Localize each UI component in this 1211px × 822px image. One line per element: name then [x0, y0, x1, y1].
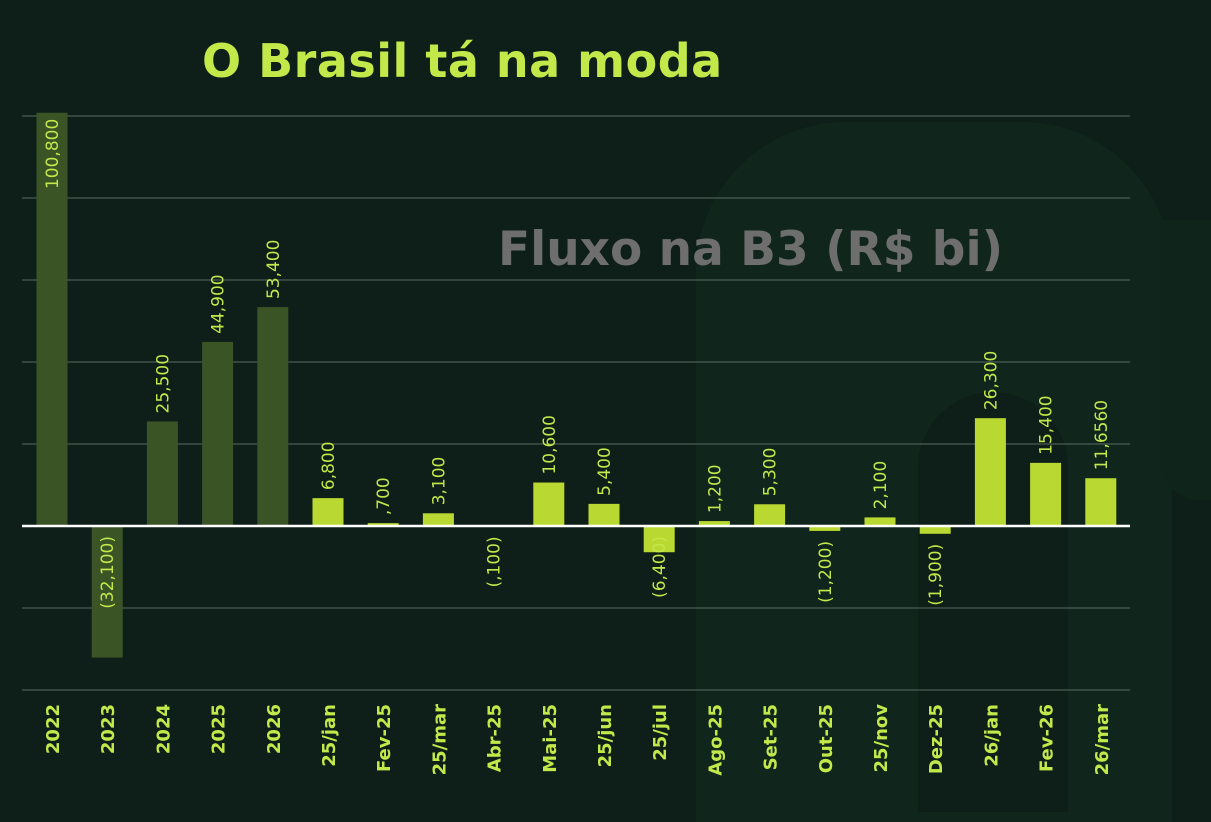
- bar: [146, 421, 178, 526]
- x-tick-label: 26/mar: [1092, 704, 1113, 776]
- value-label: (32,100): [98, 536, 118, 609]
- value-label: 100,800: [43, 119, 63, 189]
- bar: [809, 526, 841, 531]
- value-label: 1,200: [705, 464, 725, 513]
- x-tick-label: 26/jan: [981, 704, 1002, 767]
- x-tick-label: 25/jan: [319, 704, 340, 767]
- value-label: 44,900: [209, 274, 229, 333]
- bar: [1030, 462, 1062, 526]
- grid-lines: [22, 115, 1130, 691]
- bar: [919, 526, 951, 534]
- bar: [36, 112, 68, 526]
- bar-chart: 100,800 (32,100) 25,500 44,900 53,400 6,800 ,7…: [22, 112, 1130, 776]
- x-tick-label: 2023: [98, 704, 119, 754]
- value-label: (6,400): [650, 536, 670, 598]
- bar: [754, 504, 786, 526]
- background-logo-edge: [1160, 220, 1211, 500]
- bar: [257, 307, 289, 526]
- value-label: 53,400: [264, 240, 284, 299]
- bar: [643, 526, 675, 553]
- value-label: (1,900): [926, 544, 946, 606]
- value-label: 26,300: [981, 351, 1001, 410]
- bar: [91, 526, 123, 658]
- chart-title: O Brasil tá na moda: [202, 34, 723, 88]
- x-tick-label: 25/nov: [871, 704, 892, 773]
- x-tick-label: 25/jul: [650, 704, 671, 761]
- value-label: 25,500: [153, 354, 173, 413]
- bar: [533, 482, 565, 526]
- value-label: 5,400: [595, 447, 615, 496]
- value-label: 11,6560: [1092, 400, 1112, 470]
- value-label: 2,100: [871, 461, 891, 510]
- value-label: 15,400: [1037, 395, 1057, 454]
- bar: [312, 498, 344, 526]
- bar: [974, 418, 1006, 526]
- x-tick-label: Mai-25: [540, 704, 561, 773]
- x-tick-label: 25/jun: [595, 704, 616, 767]
- bar: [698, 521, 730, 526]
- bar: [367, 523, 399, 526]
- value-label: 3,100: [429, 457, 449, 506]
- x-tick-label: Fev-26: [1037, 704, 1058, 772]
- x-tick-label: Set-25: [761, 704, 782, 770]
- x-tick-label: Ago-25: [705, 704, 726, 776]
- x-tick-label: Out-25: [816, 704, 837, 773]
- x-tick-label: 2022: [43, 704, 64, 754]
- value-label: ,700: [374, 477, 394, 515]
- bar: [588, 503, 620, 526]
- x-tick-label: 25/mar: [429, 704, 450, 776]
- value-label: 6,800: [319, 441, 339, 490]
- x-tick-label: 2025: [209, 704, 230, 754]
- bar: [1085, 478, 1117, 526]
- value-label: (,100): [485, 536, 505, 587]
- x-tick-label: Abr-25: [485, 704, 506, 772]
- x-tick-label: 2024: [153, 704, 174, 754]
- bars: [36, 112, 1117, 658]
- value-label: 10,600: [540, 415, 560, 474]
- x-tick-label: 2026: [264, 704, 285, 754]
- value-labels: 100,800 (32,100) 25,500 44,900 53,400 6,800 ,7…: [43, 119, 1112, 609]
- x-tick-labels: 2022 2023 2024 2025 2026 25/jan Fev-25 25/mar Ab…: [43, 704, 1113, 776]
- value-label: (1,200): [816, 541, 836, 603]
- x-tick-label: Fev-25: [374, 704, 395, 772]
- x-tick-label: Dez-25: [926, 704, 947, 774]
- bar: [202, 341, 234, 526]
- chart-subtitle: Fluxo na B3 (R$ bi): [498, 222, 1004, 277]
- bar: [864, 517, 896, 526]
- value-label: 5,300: [761, 448, 781, 497]
- bar: [422, 513, 454, 526]
